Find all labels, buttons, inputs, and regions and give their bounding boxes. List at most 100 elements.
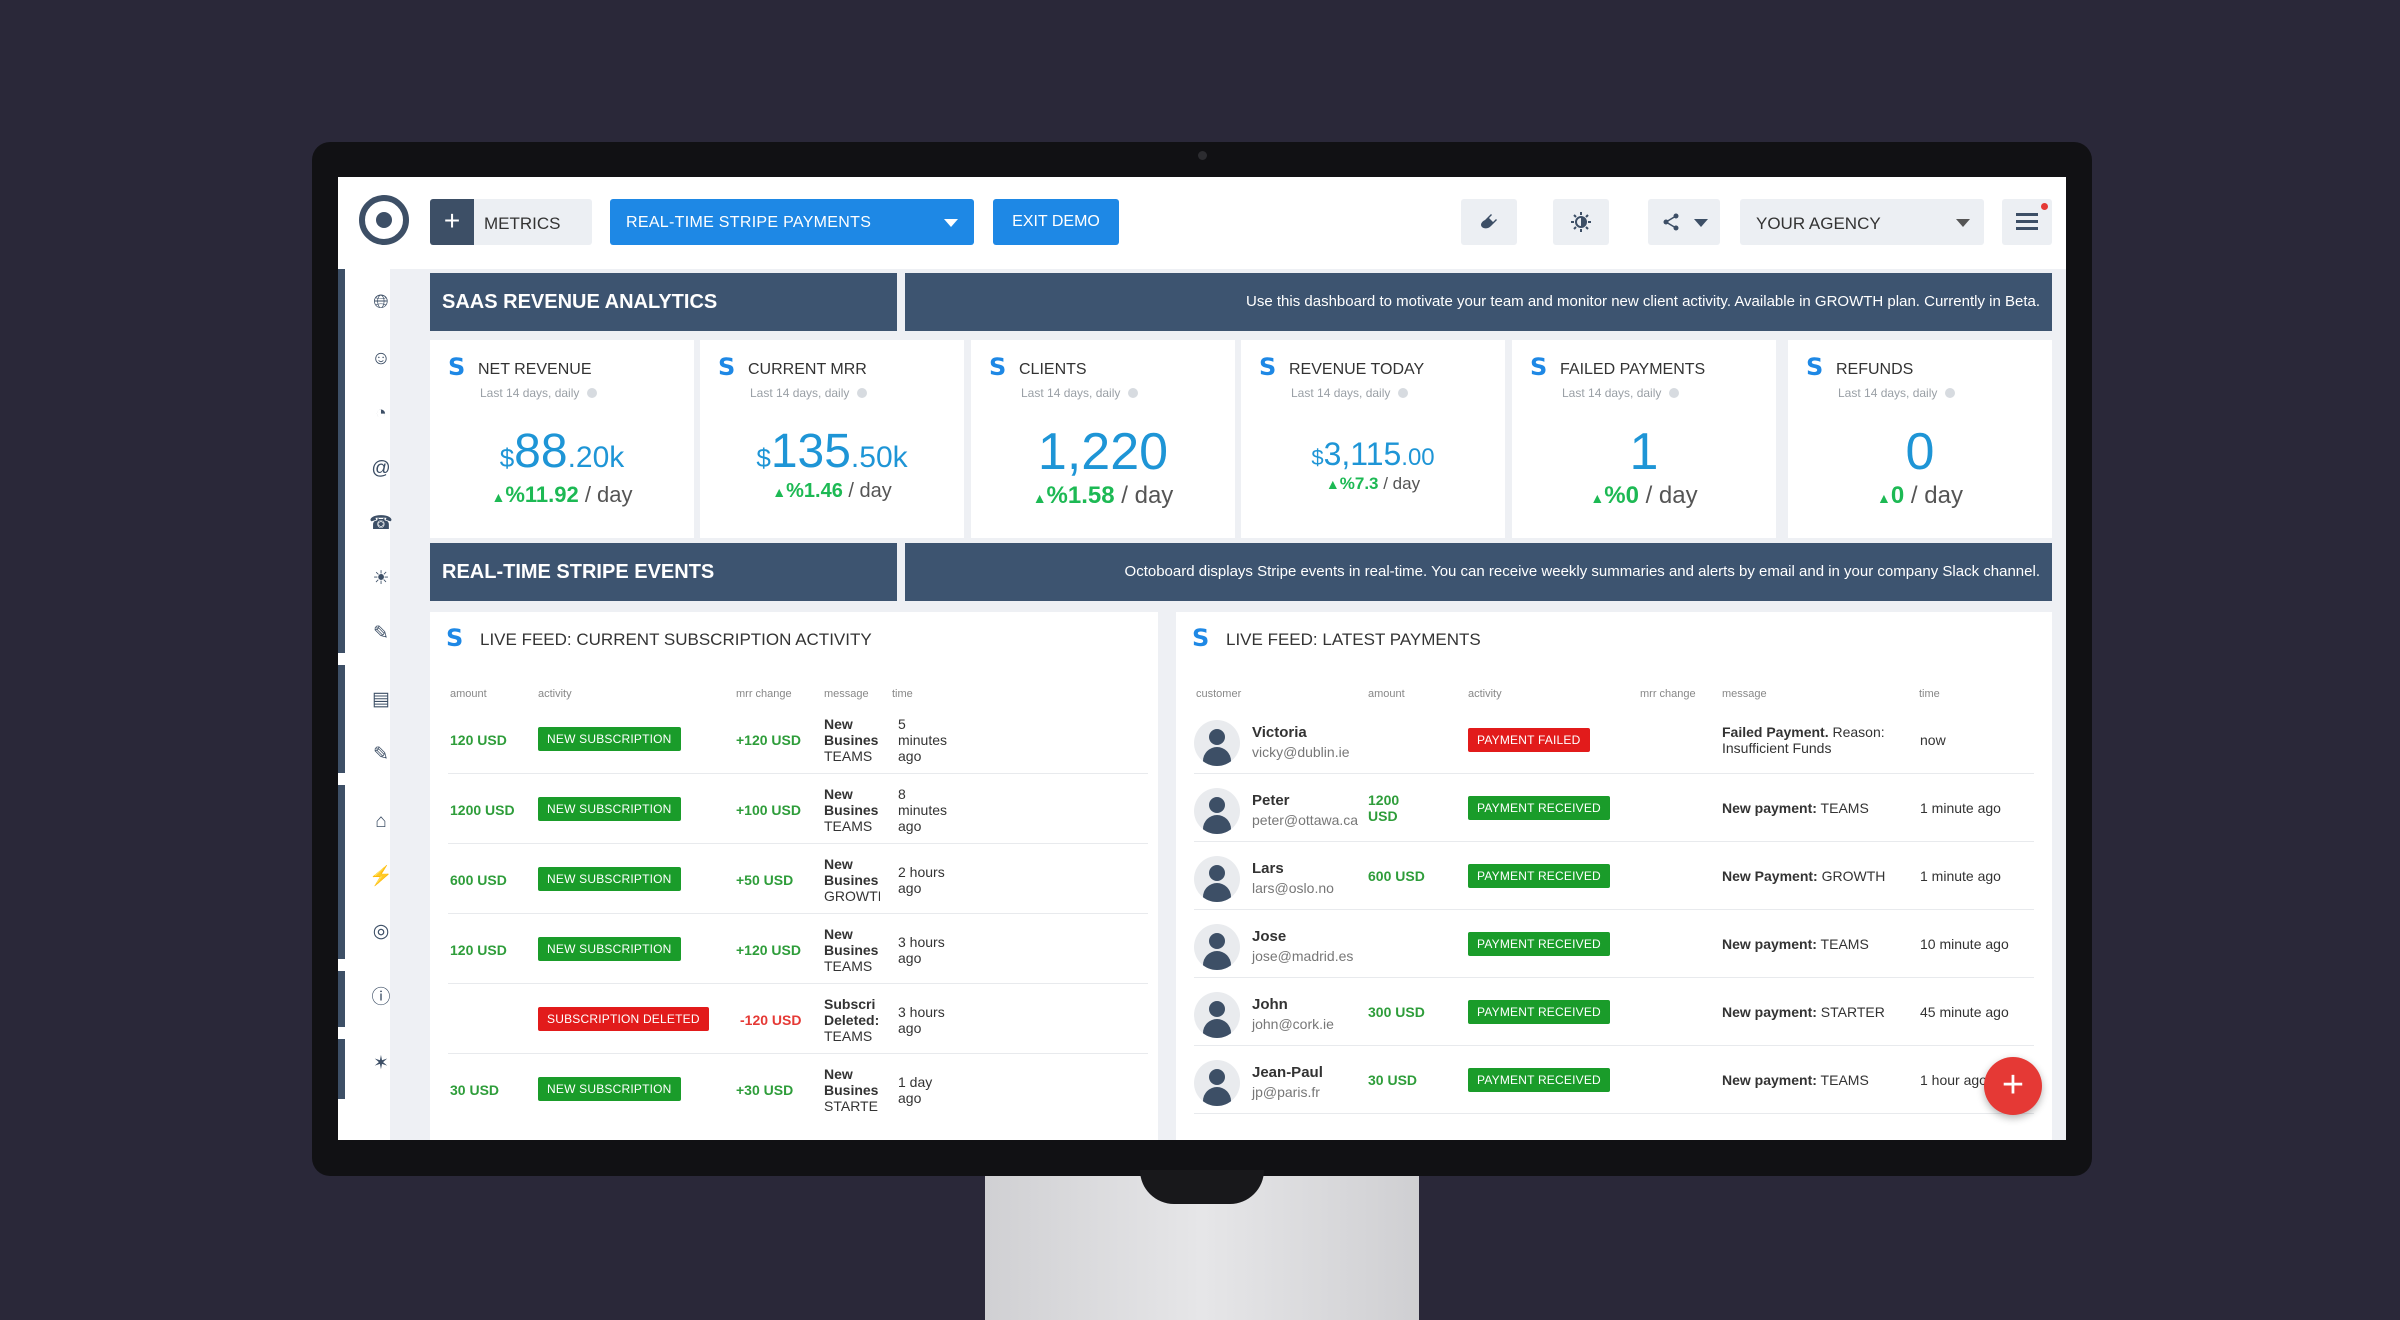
sidebar-group-accent	[338, 785, 345, 959]
webcam	[1198, 151, 1207, 160]
share-button[interactable]	[1648, 199, 1720, 245]
table-row[interactable]: Lars lars@oslo.no 600 USD PAYMENT RECEIV…	[1194, 842, 2034, 910]
message-cell: Subscri Deleted: TEAMS	[824, 996, 880, 1044]
tile-change: ▲0 / day	[1877, 482, 1963, 509]
kpi-tile-current-mrr[interactable]: S CURRENT MRR Last 14 days, daily $135.5…	[700, 340, 964, 538]
globe-icon[interactable]: 🌐︎	[373, 292, 389, 313]
table-row[interactable]: Victoria vicky@dublin.ie PAYMENT FAILED …	[1194, 706, 2034, 774]
amount-cell: 30 USD	[450, 1082, 500, 1098]
message-cell: New Busines STARTE	[824, 1066, 879, 1114]
mrr-change-cell: -120 USD	[740, 1012, 802, 1028]
customer-name: John	[1252, 996, 1288, 1013]
theme-button[interactable]	[1553, 199, 1609, 245]
tile-change: ▲%11.92 / day	[491, 482, 633, 507]
pie-chart-icon[interactable]: ◔	[375, 403, 387, 424]
plug-button[interactable]	[1461, 199, 1517, 245]
table-row[interactable]: Peter peter@ottawa.ca 1200 USD PAYMENT RE…	[1194, 774, 2034, 842]
tile-title: REVENUE TODAY	[1289, 361, 1425, 378]
tile-subtitle: Last 14 days, daily	[750, 386, 867, 400]
mrr-change-cell: +120 USD	[736, 942, 801, 958]
stripe-icon: S	[1530, 353, 1548, 381]
octoboard-logo[interactable]	[359, 195, 409, 245]
table-row[interactable]: 30 USD NEW SUBSCRIPTION +30 USD New Busin…	[448, 1056, 1148, 1124]
table-row[interactable]: 120 USD NEW SUBSCRIPTION +120 USD New Bus…	[448, 916, 1148, 984]
plug-icon[interactable]: ⚡	[369, 866, 393, 887]
column-header: mrr change	[736, 688, 792, 700]
time-cell: 1 minute ago	[1920, 868, 2001, 884]
message-cell: New payment: STARTER	[1722, 1004, 1885, 1020]
tile-change: ▲%1.58 / day	[1032, 482, 1174, 509]
message-cell: New Busines TEAMS	[824, 786, 879, 834]
info-icon[interactable]: ⓘ	[371, 987, 391, 1008]
pencil-icon[interactable]: ✎	[373, 744, 389, 765]
tile-subtitle: Last 14 days, daily	[1562, 386, 1679, 400]
table-row[interactable]: 1200 USD NEW SUBSCRIPTION +100 USD New Bu…	[448, 776, 1148, 844]
mrr-change-cell: +120 USD	[736, 732, 801, 748]
edit-icon[interactable]: ✎	[373, 623, 389, 644]
kpi-tile-net-revenue[interactable]: S NET REVENUE Last 14 days, daily $88.20…	[430, 340, 694, 538]
subscription-feed-panel: S LIVE FEED: CURRENT SUBSCRIPTION ACTIVI…	[430, 612, 1158, 1140]
column-header: message	[824, 688, 869, 700]
message-cell: New payment: TEAMS	[1722, 800, 1869, 816]
column-header: message	[1722, 688, 1767, 700]
lightbulb-icon[interactable]: ☀	[372, 568, 390, 589]
kpi-tile-revenue-today[interactable]: S REVENUE TODAY Last 14 days, daily $3,1…	[1241, 340, 1505, 538]
activity-badge: PAYMENT RECEIVED	[1468, 864, 1610, 888]
users-icon[interactable]: ☺	[371, 348, 391, 369]
activity-badge: PAYMENT RECEIVED	[1468, 1068, 1610, 1092]
kpi-tile-clients[interactable]: S CLIENTS Last 14 days, daily 1,220 ▲%1.…	[971, 340, 1235, 538]
message-cell: New Busines GROWTI	[824, 856, 880, 904]
stripe-icon: S	[448, 353, 466, 381]
column-header: customer	[1196, 688, 1242, 700]
kpi-tile-refunds[interactable]: S REFUNDS Last 14 days, daily 0 ▲0 / day	[1788, 340, 2052, 538]
tile-title: CURRENT MRR	[748, 361, 867, 378]
activity-badge: PAYMENT FAILED	[1468, 728, 1590, 752]
tile-title: FAILED PAYMENTS	[1560, 361, 1706, 378]
notification-dot	[2041, 203, 2048, 210]
bank-icon[interactable]: ⌂	[375, 811, 387, 832]
column-header: time	[1919, 688, 1940, 700]
tile-change: ▲%0 / day	[1590, 482, 1698, 509]
app-screen: + METRICS REAL-TIME STRIPE PAYMENTS EXIT…	[338, 177, 2066, 1140]
mrr-change-cell: +100 USD	[736, 802, 801, 818]
metrics-button[interactable]: + METRICS	[430, 199, 592, 245]
table-row[interactable]: John john@cork.ie 300 USD PAYMENT RECEIV…	[1194, 978, 2034, 1046]
amount-cell: 600 USD	[450, 872, 507, 888]
add-fab-button[interactable]: +	[1984, 1057, 2042, 1115]
section-note-bar: Use this dashboard to motivate your team…	[905, 273, 2052, 331]
main-menu-button[interactable]	[2002, 199, 2052, 245]
plug-icon	[1481, 214, 1497, 229]
table-row[interactable]: Jose jose@madrid.es PAYMENT RECEIVED New…	[1194, 910, 2034, 978]
message-cell: New Busines TEAMS	[824, 716, 879, 764]
sidebar-group-accent	[338, 971, 345, 1027]
phone-icon[interactable]: ☎	[369, 513, 393, 534]
section-note-bar: Octoboard displays Stripe events in real…	[905, 543, 2052, 601]
table-row[interactable]: SUBSCRIPTION DELETED -120 USD Subscri Del…	[448, 986, 1148, 1054]
exit-demo-button[interactable]: EXIT DEMO	[993, 199, 1119, 245]
user-circle-icon[interactable]: ◎	[372, 921, 390, 942]
sidebar-group-accent	[338, 1039, 345, 1099]
dashboard-select[interactable]: REAL-TIME STRIPE PAYMENTS	[610, 199, 974, 245]
tile-value: 0	[1905, 423, 1935, 481]
clipboard-icon[interactable]: ▤	[372, 689, 390, 710]
table-row[interactable]: 120 USD NEW SUBSCRIPTION +120 USD New Bus…	[448, 706, 1148, 774]
kpi-tile-failed-payments[interactable]: S FAILED PAYMENTS Last 14 days, daily 1 …	[1512, 340, 1776, 538]
activity-badge: PAYMENT RECEIVED	[1468, 1000, 1610, 1024]
agency-select[interactable]: YOUR AGENCY	[1740, 199, 1984, 245]
activity-badge: NEW SUBSCRIPTION	[538, 867, 681, 891]
activity-badge: NEW SUBSCRIPTION	[538, 1077, 681, 1101]
tile-title: NET REVENUE	[478, 361, 592, 378]
section-header-revenue: SAAS REVENUE ANALYTICS	[430, 273, 897, 331]
activity-badge: PAYMENT RECEIVED	[1468, 932, 1610, 956]
agency-select-value: YOUR AGENCY	[1756, 214, 1881, 233]
table-row[interactable]: 600 USD NEW SUBSCRIPTION +50 USD New Busi…	[448, 846, 1148, 914]
tile-subtitle: Last 14 days, daily	[1838, 386, 1955, 400]
at-icon[interactable]: @	[371, 458, 391, 479]
table-row[interactable]: Jean-Paul jp@paris.fr 30 USD PAYMENT REC…	[1194, 1046, 2034, 1114]
amount-cell: 1200 USD	[1368, 792, 1400, 824]
avatar	[1194, 1060, 1240, 1106]
stripe-icon: S	[446, 624, 464, 652]
bug-icon[interactable]: ✶	[373, 1053, 389, 1074]
column-header: activity	[538, 688, 572, 700]
customer-email: john@cork.ie	[1252, 1016, 1334, 1032]
